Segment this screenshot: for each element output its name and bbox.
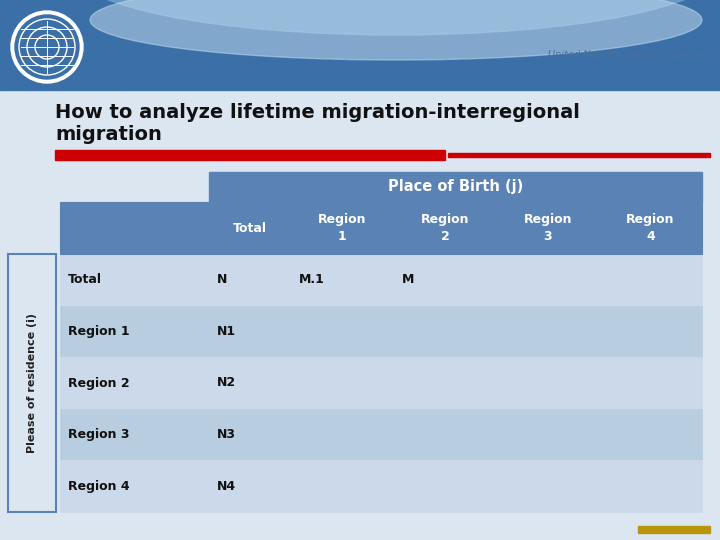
Bar [60,202,209,254]
Circle shape [15,15,79,79]
Text: Total: Total [68,273,102,286]
Bar [394,306,496,357]
Text: Region 2: Region 2 [68,376,130,389]
Circle shape [11,11,83,83]
Text: N2: N2 [217,376,235,389]
Bar [291,254,394,306]
Bar [60,357,209,409]
Bar [496,254,599,306]
Text: Place of Birth (j): Place of Birth (j) [387,179,523,194]
Text: N1: N1 [217,325,235,338]
Bar [60,306,209,357]
Bar [599,461,702,512]
Bar [60,461,209,512]
Text: Region
2: Region 2 [420,213,469,242]
Bar [448,153,710,157]
Text: United Nations Statistics Division: United Nations Statistics Division [548,50,710,60]
Bar [209,461,291,512]
Bar [496,306,599,357]
Bar [209,202,291,254]
Text: N3: N3 [217,428,235,441]
Bar [291,202,394,254]
Bar [496,461,599,512]
Bar [496,357,599,409]
Text: Region 3: Region 3 [68,428,130,441]
Text: Region 4: Region 4 [68,480,130,492]
Text: N: N [217,273,227,286]
Bar [394,254,496,306]
Text: How to analyze lifetime migration-interregional: How to analyze lifetime migration-interr… [55,103,580,122]
Bar [599,306,702,357]
Bar [599,202,702,254]
Text: Total: Total [233,221,266,234]
Bar [291,461,394,512]
Text: M: M [402,273,414,286]
Bar [209,409,291,461]
Ellipse shape [90,0,702,60]
Bar [394,357,496,409]
Bar [209,254,291,306]
Bar [496,202,599,254]
Bar [55,150,445,160]
Bar [209,172,702,202]
Bar [599,357,702,409]
Ellipse shape [72,0,720,35]
Bar [291,306,394,357]
Bar [638,526,710,533]
Bar [8,254,56,512]
Text: Region 1: Region 1 [68,325,130,338]
Text: Please of residence (i): Please of residence (i) [27,313,37,453]
Bar [496,409,599,461]
Text: M.1: M.1 [299,273,325,286]
Bar [60,254,209,306]
Text: Region
1: Region 1 [318,213,366,242]
Bar [599,254,702,306]
Bar [0,0,720,90]
Bar [209,306,291,357]
Bar [291,357,394,409]
Bar [60,409,209,461]
Bar [291,409,394,461]
Bar [394,409,496,461]
Text: migration: migration [55,125,162,144]
Text: N4: N4 [217,480,235,492]
Bar [209,357,291,409]
Bar [394,202,496,254]
Bar [599,409,702,461]
Text: Region
4: Region 4 [626,213,675,242]
Text: Region
3: Region 3 [523,213,572,242]
Bar [394,461,496,512]
